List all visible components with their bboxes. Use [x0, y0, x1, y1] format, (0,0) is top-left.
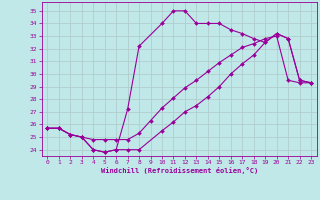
X-axis label: Windchill (Refroidissement éolien,°C): Windchill (Refroidissement éolien,°C) — [100, 167, 258, 174]
